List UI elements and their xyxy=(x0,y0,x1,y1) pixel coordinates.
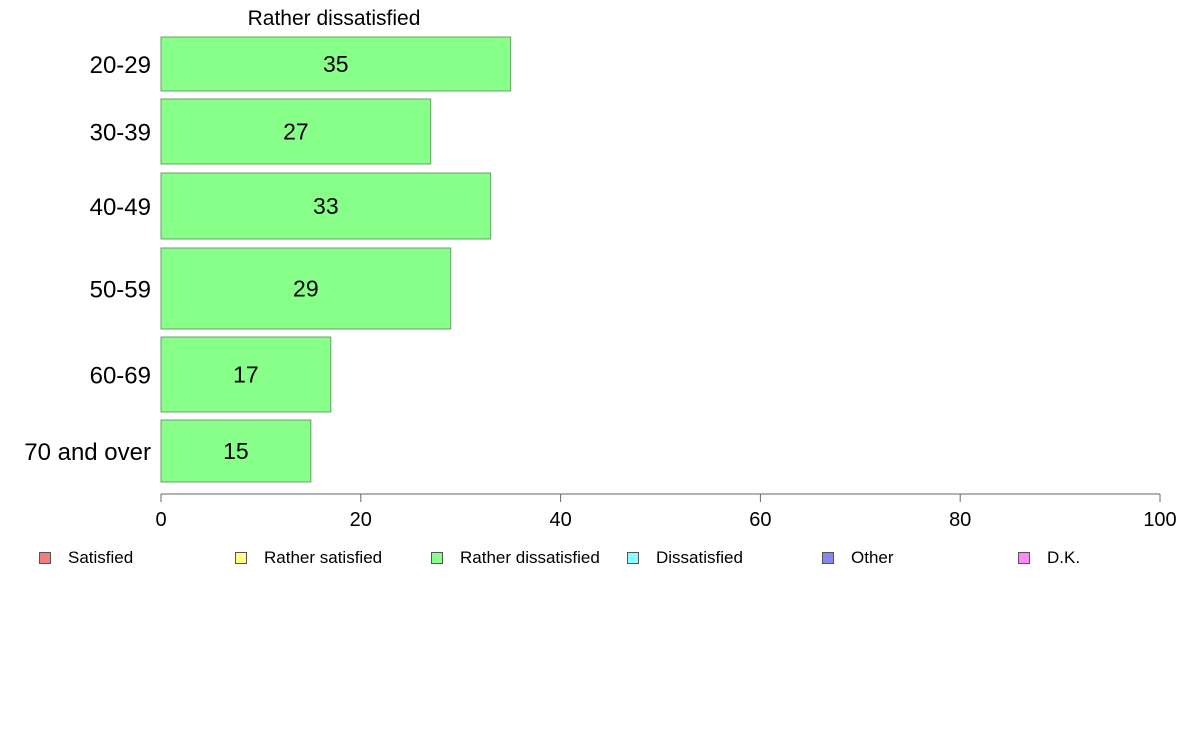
bar-value-label: 35 xyxy=(323,51,349,77)
legend: Satisfied Rather satisfied Rather dissatis… xyxy=(0,547,1188,569)
legend-label: Rather dissatisfied xyxy=(460,548,600,567)
legend-item: D.K. xyxy=(1018,547,1080,569)
legend-swatch xyxy=(627,552,639,564)
legend-item: Rather satisfied xyxy=(235,547,382,569)
bar-value-label: 33 xyxy=(313,193,339,219)
bar-value-label: 27 xyxy=(283,119,309,145)
bar-value-label: 15 xyxy=(223,438,249,464)
bar-value-label: 17 xyxy=(233,362,259,388)
x-tick-label: 100 xyxy=(1143,509,1176,531)
category-label: 20-29 xyxy=(90,52,151,79)
category-label: 40-49 xyxy=(90,194,151,221)
category-label: 50-59 xyxy=(90,277,151,304)
legend-item: Other xyxy=(822,547,894,569)
category-label: 30-39 xyxy=(90,120,151,147)
legend-label: Satisfied xyxy=(68,548,134,567)
bar-30-39 xyxy=(160,98,432,165)
legend-label: Dissatisfied xyxy=(656,548,743,567)
x-tick-label: 80 xyxy=(949,509,971,531)
legend-item: Satisfied xyxy=(39,547,133,569)
x-tick-label: 60 xyxy=(749,509,771,531)
legend-swatch xyxy=(39,552,51,564)
chart-title: Rather dissatisfied xyxy=(248,7,421,30)
legend-label: D.K. xyxy=(1047,548,1081,567)
bar-70-and-over xyxy=(160,419,312,483)
bar-50-59 xyxy=(160,247,452,330)
x-tick-label: 20 xyxy=(350,509,372,531)
bar-value-label: 29 xyxy=(293,276,319,302)
category-label: 60-69 xyxy=(90,363,151,390)
bar-60-69 xyxy=(160,336,332,413)
bar-20-29 xyxy=(160,36,512,92)
x-tick-label: 0 xyxy=(155,509,166,531)
legend-label: Other xyxy=(851,548,894,567)
legend-label: Rather satisfied xyxy=(264,548,383,567)
legend-swatch xyxy=(822,552,834,564)
legend-swatch xyxy=(431,552,443,564)
x-tick-label: 40 xyxy=(549,509,571,531)
legend-item: Rather dissatisfied xyxy=(431,547,600,569)
bar-40-49 xyxy=(160,172,492,240)
legend-swatch xyxy=(235,552,247,564)
legend-swatch xyxy=(1018,552,1030,564)
legend-item: Dissatisfied xyxy=(627,547,743,569)
category-label: 70 and over xyxy=(24,439,151,466)
